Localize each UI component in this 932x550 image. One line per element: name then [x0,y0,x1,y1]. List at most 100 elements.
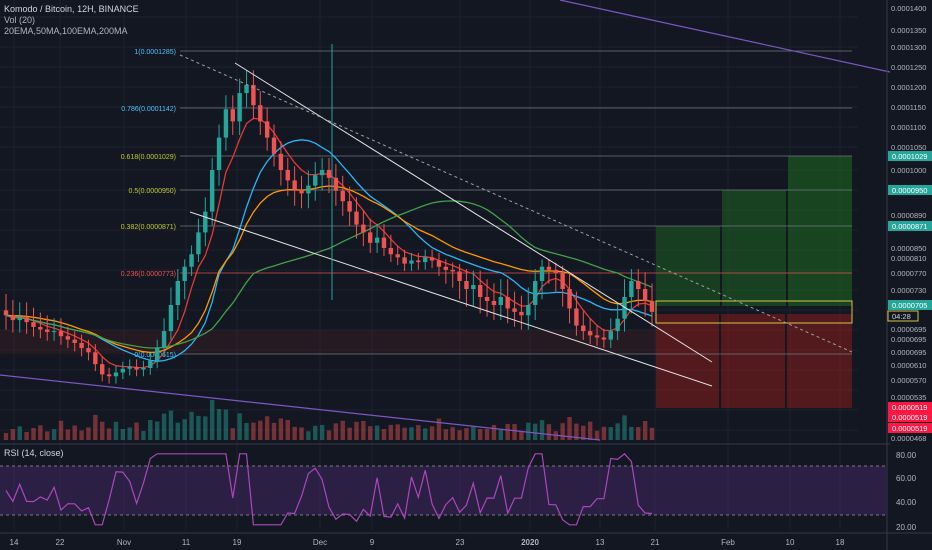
volume-bar [278,418,284,440]
volume-bar [299,427,304,440]
candle-body [244,84,249,94]
price-tick-label: 0.0000810 [891,254,926,263]
volume-bar [100,421,105,440]
volume-bar [264,416,270,440]
countdown-label: 04:28 [892,312,911,321]
candle-body [10,315,16,321]
volume-bar [113,421,119,440]
candle-body [258,105,263,122]
volume-bar [505,423,510,440]
candle-body [368,232,373,243]
volume-bar [168,410,174,440]
candle-body [436,260,442,267]
candle-body [340,190,345,202]
volume-bar [237,413,242,440]
rsi-tick-label: 80.00 [896,451,917,460]
candle-body [58,331,64,337]
fib-label-0.236: 0.236(0.0000773) [121,271,176,278]
candle-body [649,301,655,312]
volume-bar [381,429,387,440]
price-tick-label: 0.0001300 [891,43,926,52]
volume-legend: Vol (20) [4,15,36,25]
price-badge [888,402,932,412]
rsi-tick-label: 20.00 [896,523,917,532]
time-axis: 14 22 Nov 11 19 Dec 9 23 2020 13 21 Feb 10 18 [0,532,932,547]
candle-body [17,317,22,321]
time-tick-label: 18 [836,538,845,547]
price-tick-label: 0.0001400 [891,4,926,13]
price-tick-label: 0.0000570 [891,376,926,385]
candle-body [237,93,242,122]
time-tick-label: 22 [56,538,65,547]
candle-body [161,331,167,349]
volume-bar [484,428,490,440]
volume-bar [285,420,290,440]
candle-body [168,305,174,332]
candle-body [189,254,194,267]
volume-bar [333,423,339,440]
candle-body [230,109,235,122]
candle-body [423,257,428,263]
candle-body [608,331,613,340]
candle-body [3,310,9,316]
rsi-band [0,466,886,515]
volume-bar [148,420,153,440]
candlesticks [3,70,655,384]
price-badge-text: 0.0000950 [892,186,927,195]
volume-bar [450,427,455,440]
candle-body [120,368,126,373]
candle-body [491,301,497,305]
candle-body [601,337,607,340]
price-badge-text: 0.0000705 [892,301,927,310]
fib-label-0.618: 0.618(0.0001029) [121,154,176,161]
candle-body [196,232,201,255]
volume-bar [464,428,469,440]
volume-bar [443,429,449,440]
price-tick-label: 0.0001250 [891,63,926,72]
price-tick-label: 0.0001050 [891,143,926,152]
price-tick-label: 0.0001200 [891,83,926,92]
volume-bar [120,428,126,440]
candle-body [347,201,352,212]
candle-body [278,153,284,170]
volume-bar [532,423,538,440]
rsi-tick-label: 60.00 [896,474,917,483]
volume-bar [601,426,607,440]
fib-label-0.382: 0.382(0.0000871) [121,224,176,231]
candle-body [38,326,43,330]
price-badge-text: 0.0000871 [892,222,927,231]
candle-body [567,289,572,309]
candle-body [587,331,593,336]
candle-body [636,281,641,289]
price-tick-label: 0.0000468 [891,434,926,443]
price-tick-label: 0.0000730 [891,286,926,295]
candle-body [361,224,366,233]
volume-bar [45,431,50,440]
candle-body [51,331,57,333]
exchange-label: BINANCE [98,4,139,14]
trade-zones [0,156,853,408]
volume-bar [326,430,332,440]
countdown-box [887,310,919,322]
time-tick-label: 13 [596,538,605,547]
volume-bar [72,425,77,440]
volume-bar [24,432,29,440]
volume-bar [491,424,497,440]
candle-body [326,170,332,178]
candle-body [319,170,325,176]
time-tick-label: Dec [313,538,327,547]
volume-bar [58,420,64,440]
target-zone-3 [788,156,852,306]
trend-lines[interactable] [0,0,891,441]
price-badge [888,151,932,161]
volume-bar [17,426,22,440]
rsi-pane: 80.00 60.00 40.00 20.00 [0,443,917,532]
candle-body [141,368,146,370]
purple-resistance-line [559,0,891,73]
volume-bar [10,429,16,440]
price-axis: 0.0001400 0.0001350 0.0001300 0.0001250 0.00… [886,0,932,550]
volume-bar [79,430,84,440]
candle-body [100,364,105,375]
volume-bar [189,411,194,440]
